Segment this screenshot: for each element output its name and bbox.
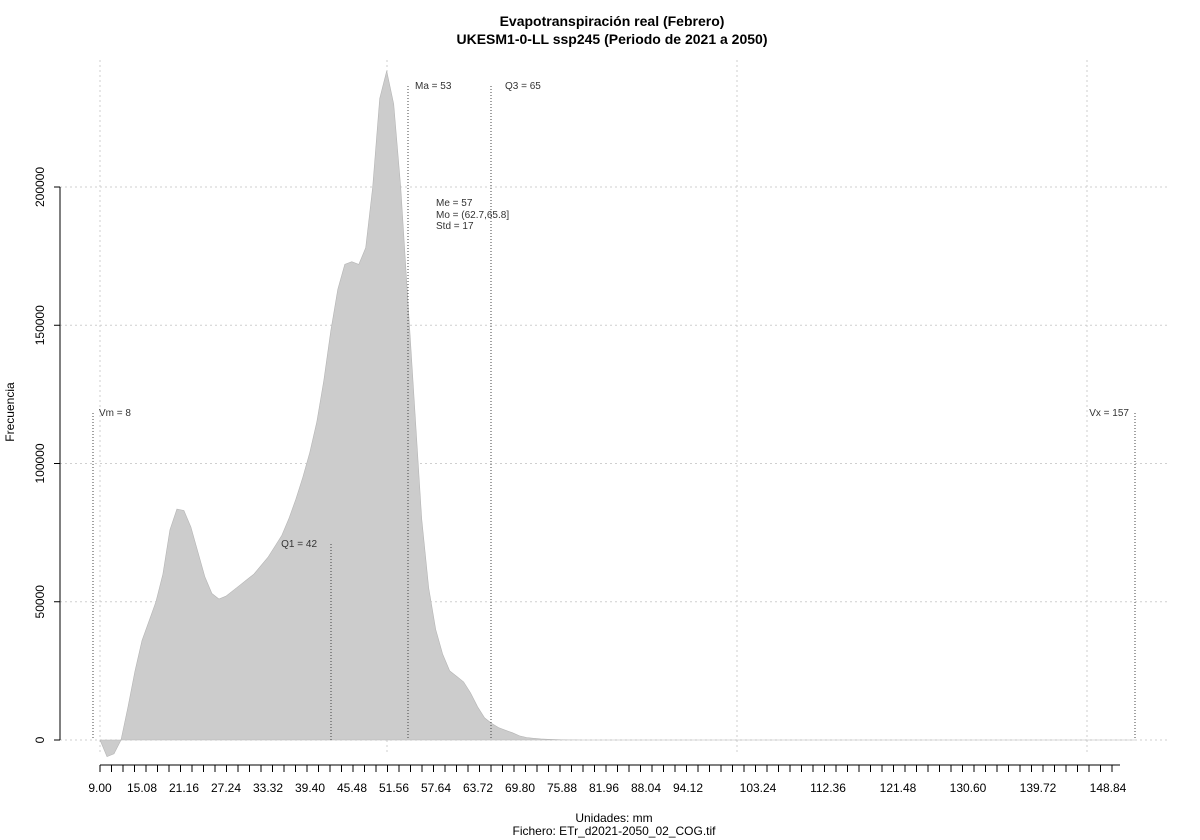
- y-tick-label-4: 200000: [33, 167, 47, 207]
- x-tick-label-17: 121.48: [880, 781, 917, 795]
- axes: 0 50000 100000 150000 200000 9.00 15.08 21.16 27…: [33, 167, 1127, 795]
- x-tick-label-0: 9.00: [88, 781, 112, 795]
- y-tick-label-2: 100000: [33, 443, 47, 483]
- x-tick-label-14: 94.12: [673, 781, 703, 795]
- annotation-vx: Vx = 157: [1089, 408, 1129, 419]
- x-tick-label-18: 130.60: [950, 781, 987, 795]
- density-series: [99, 70, 1135, 757]
- annotation-lines: Vm = 8 Q1 = 42 Ma = 53 Q3 = 65 Vx = 157: [92, 81, 1136, 740]
- x-axis-label: Unidades: mm: [575, 811, 652, 825]
- x-tick-label-9: 63.72: [463, 781, 493, 795]
- x-tick-label-8: 57.64: [421, 781, 451, 795]
- x-tick-label-11: 75.88: [547, 781, 577, 795]
- x-tick-label-20: 148.84: [1090, 781, 1127, 795]
- x-tick-label-3: 27.24: [211, 781, 241, 795]
- x-tick-label-19: 139.72: [1020, 781, 1057, 795]
- annotation-vm: Vm = 8: [99, 408, 131, 419]
- annotation-q1: Q1 = 42: [281, 539, 317, 550]
- x-tick-label-12: 81.96: [589, 781, 619, 795]
- chart-subtitle: UKESM1-0-LL ssp245 (Periodo de 2021 a 20…: [457, 31, 768, 47]
- annotation-q3: Q3 = 65: [505, 81, 541, 92]
- y-tick-label-3: 150000: [33, 305, 47, 345]
- x-tick-label-5: 39.40: [295, 781, 325, 795]
- x-tick-label-13: 88.04: [631, 781, 661, 795]
- annotation-ma: Ma = 53: [415, 81, 452, 92]
- x-tick-label-7: 51.56: [379, 781, 409, 795]
- x-tick-label-1: 15.08: [127, 781, 157, 795]
- x-tick-label-16: 112.36: [810, 781, 846, 795]
- footer-filename: Fichero: ETr_d2021-2050_02_COG.tif: [513, 824, 717, 838]
- x-tick-label-10: 69.80: [505, 781, 535, 795]
- y-axis-label: Frecuencia: [3, 382, 17, 442]
- stat-std: Std = 17: [436, 221, 474, 232]
- y-tick-label-1: 50000: [33, 585, 47, 619]
- x-tick-label-2: 21.16: [169, 781, 199, 795]
- stat-mode: Mo = (62.7,65.8]: [436, 210, 509, 221]
- x-tick-label-4: 33.32: [253, 781, 283, 795]
- x-tick-label-15: 103.24: [740, 781, 777, 795]
- y-tick-label-0: 0: [33, 736, 47, 743]
- chart-title: Evapotranspiración real (Febrero): [500, 13, 725, 29]
- x-tick-label-6: 45.48: [337, 781, 367, 795]
- stat-mean: Me = 57: [436, 198, 473, 209]
- density-area: [99, 70, 1135, 757]
